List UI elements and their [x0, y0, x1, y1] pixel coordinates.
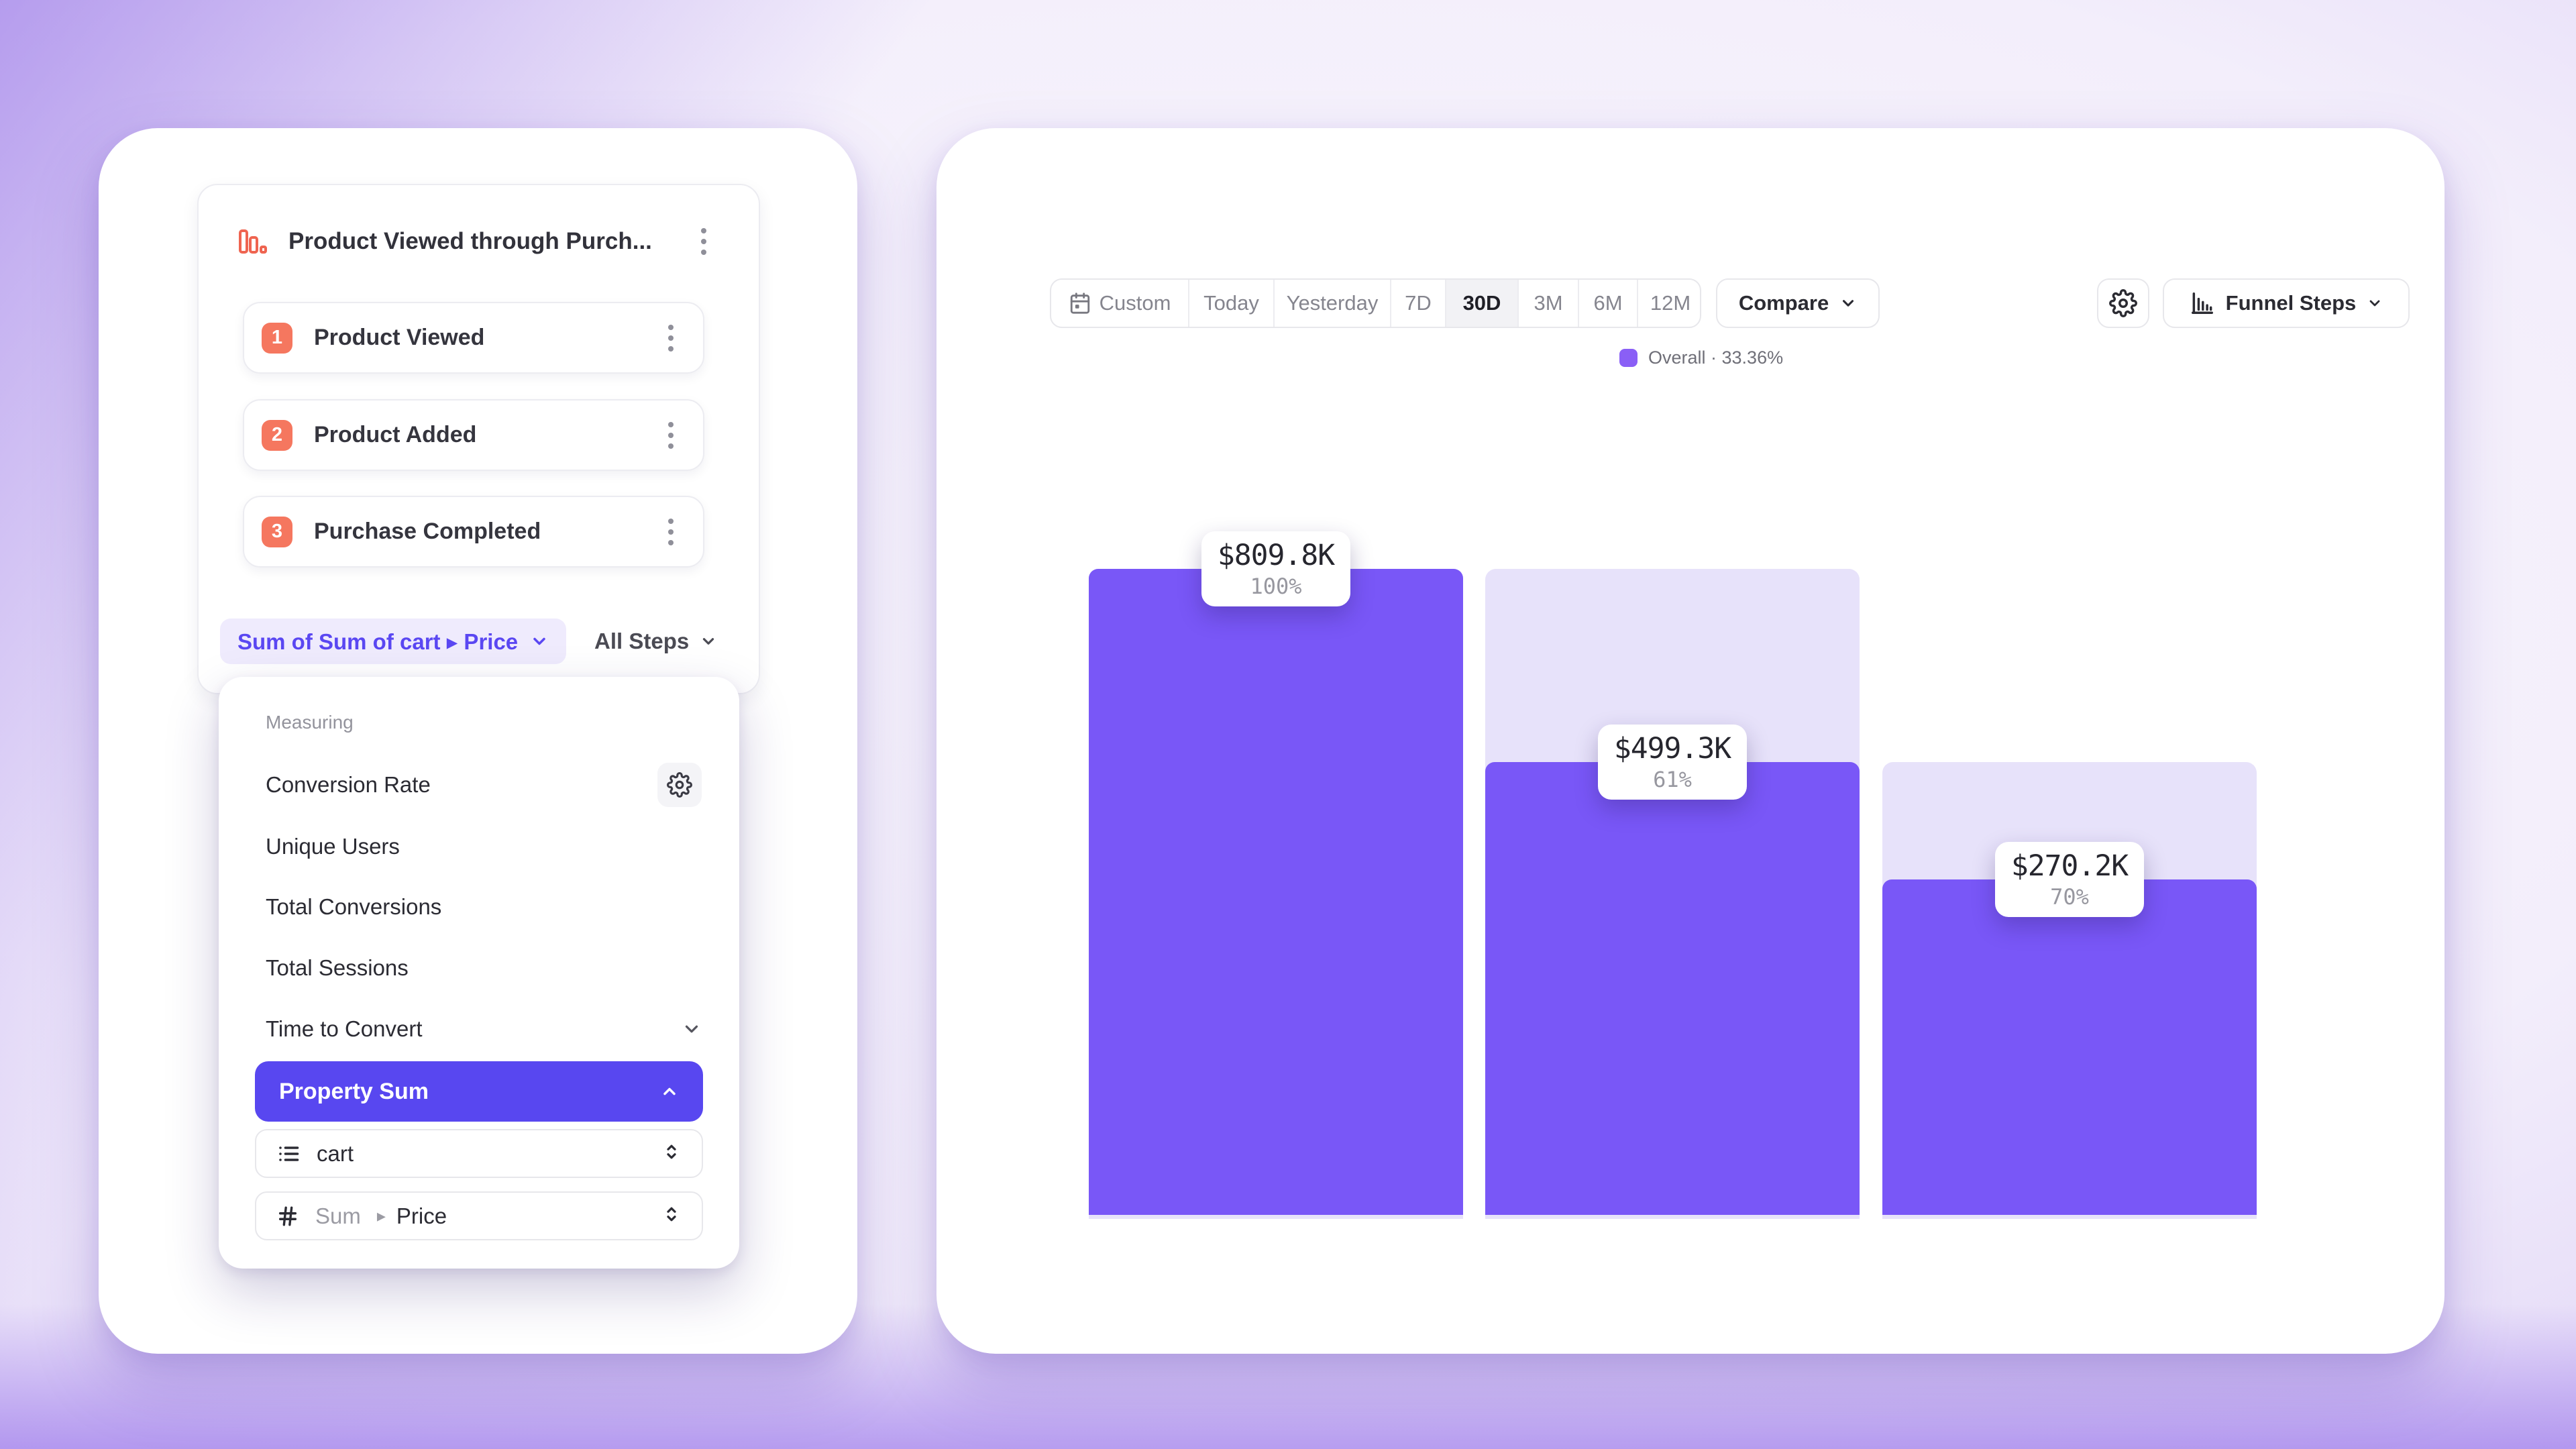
funnel-menu-button[interactable]: [689, 224, 718, 259]
steps-scope-selector[interactable]: All Steps: [594, 619, 717, 664]
range-12m[interactable]: 12M: [1650, 291, 1691, 315]
tooltip-value: $499.3K: [1613, 731, 1731, 765]
tooltip-percent: 70%: [2050, 884, 2089, 910]
menu-item-total-sessions[interactable]: Total Sessions: [266, 955, 409, 980]
list-icon: [276, 1142, 301, 1166]
funnel-step-1[interactable]: 1 Product Viewed: [243, 302, 704, 374]
chevron-down-icon: [533, 637, 545, 645]
property-select[interactable]: cart: [255, 1129, 703, 1178]
funnel-definition-card: Product Viewed through Purch... 1 Produc…: [197, 184, 760, 694]
compare-button[interactable]: Compare: [1716, 278, 1880, 328]
select-updown-icon: [661, 1142, 682, 1165]
calendar-icon: [1070, 292, 1089, 314]
funnel-step-2[interactable]: 2 Product Added: [243, 399, 704, 471]
breadcrumb-arrow: ▸: [376, 1205, 386, 1226]
step-menu-button[interactable]: [656, 515, 686, 549]
step-number-badge: 3: [262, 516, 292, 547]
select-updown-icon: [661, 1204, 682, 1228]
menu-item-total-conversions[interactable]: Total Conversions: [266, 894, 442, 919]
chart-legend: Overall · 33.36%: [1619, 344, 1783, 371]
funnel-builder-panel: Product Viewed through Purch... 1 Produc…: [99, 128, 857, 1354]
tooltip-value: $809.8K: [1217, 539, 1335, 572]
bar-tooltip: $809.8K 100%: [1201, 531, 1350, 606]
range-yesterday[interactable]: Yesterday: [1275, 280, 1391, 327]
hash-icon: [276, 1205, 299, 1228]
funnel-chart-icon: [239, 229, 267, 254]
conversion-rate-settings-button[interactable]: [657, 763, 702, 807]
range-today[interactable]: Today: [1189, 280, 1275, 327]
range-6m[interactable]: 6M: [1579, 280, 1638, 327]
gear-icon: [667, 772, 692, 798]
funnel-steps-icon: [2191, 292, 2213, 314]
menu-item-conversion-rate[interactable]: Conversion Rate: [219, 763, 739, 807]
funnel-bar[interactable]: [1485, 761, 1860, 1215]
measurement-selector[interactable]: Sum of Sum of cart ▸ Price: [220, 619, 567, 664]
tooltip-percent: 61%: [1653, 766, 1692, 792]
chart-settings-button[interactable]: [2097, 278, 2149, 328]
date-range-control: Custom Today Yesterday 7D 30D 3M 6M 12M: [1050, 278, 1701, 328]
step-menu-button[interactable]: [656, 321, 686, 356]
bar-tooltip: $499.3K 61%: [1598, 724, 1747, 800]
funnel-chart: $809.8K 100% $499.3K 61% $270.2K 70%: [936, 128, 2445, 1354]
menu-item-time-to-convert[interactable]: Time to Convert: [219, 1008, 739, 1051]
range-30d-selected[interactable]: 30D: [1446, 280, 1519, 327]
menu-item-unique-users[interactable]: Unique Users: [266, 834, 400, 859]
menu-item-property-sum[interactable]: Property Sum: [255, 1061, 703, 1122]
measuring-menu: Measuring Conversion Rate Unique Users T…: [219, 677, 739, 1269]
step-number-badge: 1: [262, 322, 292, 354]
legend-swatch: [1619, 348, 1638, 367]
funnel-step-3[interactable]: 3 Purchase Completed: [243, 496, 704, 568]
aggregation-select[interactable]: Sum ▸ Price: [255, 1191, 703, 1240]
tooltip-value: $270.2K: [2010, 849, 2129, 883]
range-3m[interactable]: 3M: [1519, 280, 1579, 327]
chevron-down-icon: [703, 638, 714, 645]
chart-panel: Custom Today Yesterday 7D 30D 3M 6M 12M …: [936, 128, 2445, 1354]
chevron-down-icon: [1843, 300, 1854, 307]
gear-icon: [2109, 289, 2137, 317]
tooltip-percent: 100%: [1250, 574, 1302, 599]
chevron-down-icon: [2369, 300, 2380, 307]
range-custom[interactable]: Custom: [1051, 280, 1189, 327]
legend-label: Overall · 33.36%: [1648, 347, 1784, 368]
menu-section-label: Measuring: [266, 712, 354, 733]
step-number-badge: 2: [262, 419, 292, 451]
step-menu-button[interactable]: [656, 418, 686, 453]
chevron-down-icon: [685, 1025, 698, 1033]
chevron-up-icon: [663, 1087, 676, 1095]
chart-type-selector[interactable]: Funnel Steps: [2163, 278, 2410, 328]
bar-tooltip: $270.2K 70%: [1995, 842, 2144, 918]
funnel-bar[interactable]: [1089, 569, 1463, 1215]
funnel-bar[interactable]: [1882, 879, 2257, 1215]
range-7d[interactable]: 7D: [1391, 280, 1446, 327]
funnel-title: Product Viewed through Purch...: [288, 228, 652, 254]
